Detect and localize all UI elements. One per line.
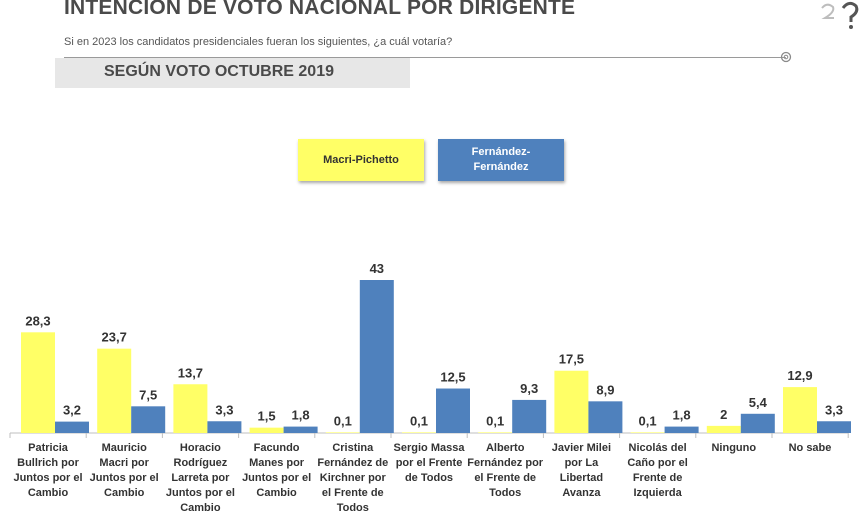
header-divider — [64, 57, 786, 58]
page-subtitle: Si en 2023 los candidatos presidenciales… — [64, 36, 453, 48]
bar-fernandez-fernandez — [55, 421, 89, 433]
data-label: 3,3 — [825, 402, 843, 417]
category-label: Cristina Fernández de Kirchner por el Fr… — [317, 442, 389, 514]
bar-fernandez-fernandez — [359, 280, 394, 433]
bar-fernandez-fernandez — [207, 421, 242, 433]
bar-fernandez-fernandez — [588, 401, 623, 433]
swirl-icon — [780, 51, 792, 63]
category-label: Horacio Rodríguez Larreta por Juntos por… — [165, 442, 235, 514]
category-label: Mauricio Macri por Juntos por el Cambio — [89, 442, 159, 499]
legend-label-fernandez-fernandez: Fernández-Fernández — [471, 146, 531, 173]
data-label: 28,3 — [25, 313, 50, 328]
bar-fernandez-fernandez — [740, 413, 775, 433]
data-label: 1,8 — [292, 408, 310, 423]
data-label: 43 — [370, 261, 384, 276]
bar-fernandez-fernandez — [817, 421, 851, 433]
bar-macri-pichetto — [249, 427, 284, 433]
legend-label-macri-pichetto: Macri-Pichetto — [323, 153, 399, 166]
data-label: 0,1 — [639, 413, 657, 428]
filter-band-label: SEGÚN VOTO OCTUBRE 2019 — [104, 63, 334, 80]
data-label: 3,2 — [63, 403, 81, 418]
data-label: 9,3 — [520, 381, 538, 396]
bar-macri-pichetto — [630, 432, 665, 433]
data-label: 1,8 — [673, 408, 691, 423]
data-label: 0,1 — [410, 413, 428, 428]
category-label: Ninguno — [711, 442, 757, 454]
bar-macri-pichetto — [325, 432, 360, 433]
data-label: 2 — [720, 407, 727, 422]
category-label: Patricia Bullrich por Juntos por el Camb… — [13, 442, 83, 499]
bar-fernandez-fernandez — [283, 426, 318, 433]
bar-macri-pichetto — [402, 432, 436, 433]
question-mark-icon — [821, 1, 859, 29]
data-label: 23,7 — [102, 330, 127, 345]
bar-macri-pichetto — [554, 370, 589, 433]
category-label: Alberto Fernández por el Frente de Todos — [467, 442, 544, 499]
legend-item-fernandez-fernandez: Fernández-Fernández — [438, 139, 564, 181]
bar-macri-pichetto — [783, 387, 817, 433]
data-label: 17,5 — [559, 352, 584, 367]
data-label: 12,9 — [787, 368, 812, 383]
bar-macri-pichetto — [478, 432, 513, 433]
category-label: Sergio Massa por el Frente de Todos — [393, 442, 465, 484]
data-label: 8,9 — [596, 382, 614, 397]
data-label: 12,5 — [440, 370, 465, 385]
category-label: Facundo Manes por Juntos por el Cambio — [242, 442, 312, 499]
bar-macri-pichetto — [706, 425, 741, 433]
bar-macri-pichetto — [173, 384, 208, 433]
data-label: 3,3 — [215, 402, 233, 417]
bar-macri-pichetto — [97, 348, 132, 433]
category-label: No sabe — [788, 442, 832, 454]
bar-fernandez-fernandez — [512, 399, 547, 433]
bar-fernandez-fernandez — [131, 406, 166, 433]
category-label: Nicolás del Caño por el Frente de Izquie… — [627, 442, 688, 499]
data-label: 7,5 — [139, 387, 157, 402]
data-label: 5,4 — [749, 395, 768, 410]
bar-fernandez-fernandez — [664, 426, 699, 433]
filter-band — [55, 58, 410, 88]
legend-item-macri-pichetto: Macri-Pichetto — [298, 139, 424, 181]
page-title: INTENCIÓN DE VOTO NACIONAL POR DIRIGENTE — [64, 0, 576, 19]
data-label: 13,7 — [178, 365, 203, 380]
category-label: Javier Milei por La Libertad Avanza — [551, 442, 612, 499]
data-label: 0,1 — [334, 413, 352, 428]
bar-macri-pichetto — [21, 332, 55, 433]
data-label: 1,5 — [258, 409, 276, 424]
data-label: 0,1 — [486, 413, 504, 428]
bar-fernandez-fernandez — [436, 388, 470, 433]
